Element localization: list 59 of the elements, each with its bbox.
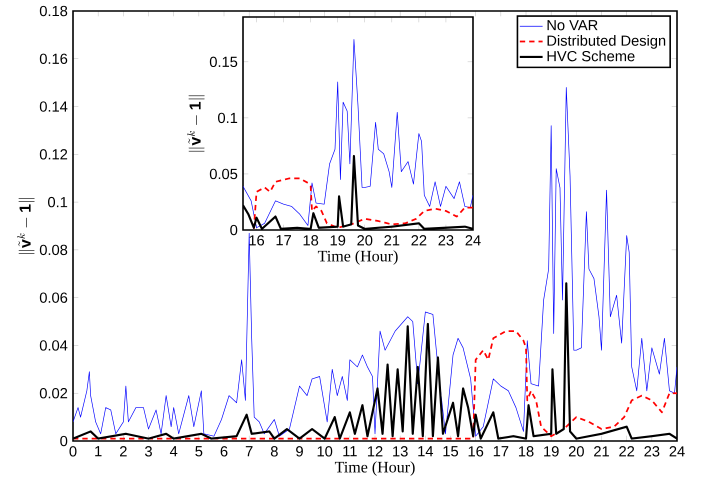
x-tick-label: 21	[594, 446, 609, 456]
x-tick-label: 13	[393, 446, 408, 457]
x-tick-label: 18	[304, 235, 318, 246]
y-axis-title: $\|\tilde{\mathbf{v}}^k-\mathbf{1}\|$	[17, 198, 35, 254]
line-series	[73, 87, 678, 437]
x-tick-label: 22	[411, 235, 426, 246]
x-tick-label: 8	[270, 446, 278, 457]
legend-label: Distributed Design	[548, 35, 666, 49]
x-tick-label: 1	[95, 446, 102, 456]
x-tick-label: 5	[195, 446, 202, 456]
y-axis-title: $\|\tilde{\mathbf{v}}^k-\mathbf{1}\|$	[187, 96, 205, 152]
x-tick-label: 15	[443, 446, 458, 456]
y-tick-label: 0	[230, 224, 238, 236]
line-series	[243, 39, 473, 228]
y-tick-label: 0.12	[40, 149, 68, 160]
y-tick-label: 0.05	[210, 168, 238, 180]
line-series	[252, 178, 473, 230]
y-tick-label: 0.04	[40, 340, 68, 351]
y-tick-label: 0.1	[48, 196, 68, 208]
x-tick-label: 20	[568, 446, 584, 457]
x-tick-label: 23	[438, 235, 454, 246]
line-series	[73, 330, 678, 440]
x-axis-title: Time (Hour)	[318, 250, 398, 265]
x-tick-label: 16	[249, 235, 264, 246]
x-tick-label: 9	[296, 446, 303, 457]
x-tick-label: 17	[494, 446, 508, 456]
y-tick-label: 0	[60, 436, 68, 446]
y-tick-label: 0.02	[40, 388, 68, 398]
y-tick-label: 0.08	[40, 244, 68, 256]
y-tick-label: 0.18	[40, 6, 68, 16]
x-tick-label: 17	[276, 235, 292, 246]
x-tick-label: 22	[619, 446, 634, 456]
x-tick-label: 21	[384, 235, 400, 246]
x-tick-label: 7	[246, 446, 253, 456]
x-axis-title: Time (Hour)	[334, 461, 415, 476]
x-tick-label: 6	[220, 446, 228, 457]
y-tick-label: 0.14	[40, 101, 68, 112]
x-tick-label: 23	[644, 446, 660, 457]
y-tick-label: 0.06	[40, 292, 68, 303]
y-tick-label: 0.16	[40, 54, 68, 64]
x-tick-label: 2	[120, 446, 127, 456]
y-tick-label: 0.15	[210, 56, 238, 68]
x-tick-label: 10	[318, 446, 332, 457]
x-tick-label: 20	[357, 235, 372, 246]
legend-label: HVC Scheme	[548, 50, 635, 62]
x-tick-label: 19	[330, 235, 346, 246]
x-tick-label: 24	[466, 235, 481, 246]
x-tick-label: 24	[670, 446, 685, 456]
x-tick-label: 18	[518, 446, 534, 457]
x-tick-label: 19	[544, 446, 559, 457]
legend-label: No VAR	[548, 20, 598, 30]
x-tick-label: 14	[418, 446, 434, 456]
x-tick-label: 4	[170, 446, 178, 456]
x-tick-label: 11	[343, 446, 357, 456]
x-tick-label: 0	[69, 446, 76, 457]
x-tick-label: 3	[144, 446, 152, 457]
y-tick-label: 0.1	[218, 112, 238, 124]
x-tick-label: 12	[368, 446, 382, 456]
x-tick-label: 16	[468, 446, 484, 457]
